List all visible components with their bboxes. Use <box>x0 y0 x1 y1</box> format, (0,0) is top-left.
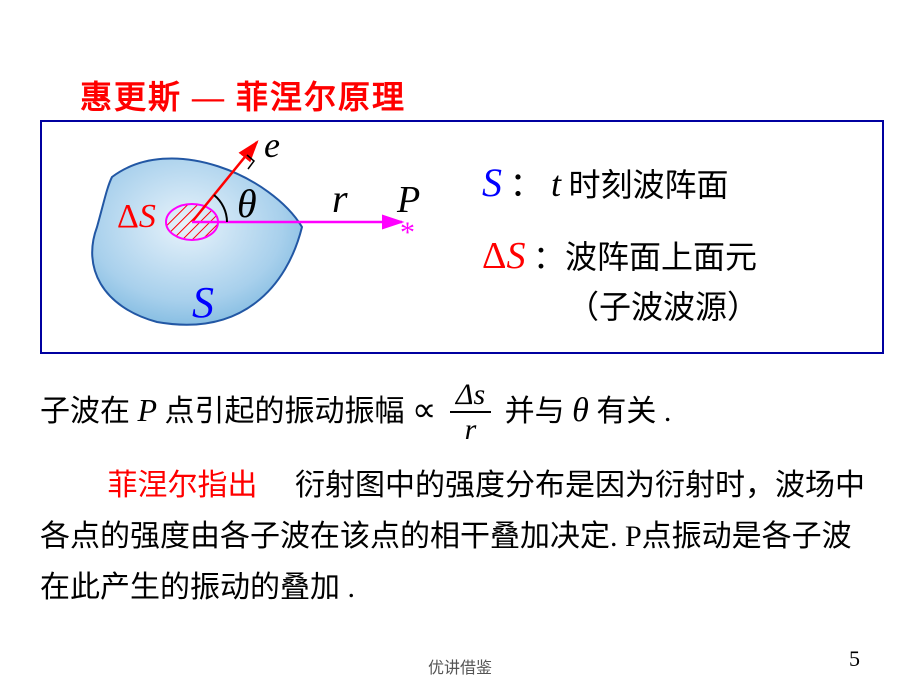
label-r: r <box>332 176 348 221</box>
label-S: S <box>192 278 214 327</box>
footer-credit: 优讲借鉴 <box>428 654 492 678</box>
b1-theta: θ <box>572 392 589 429</box>
label-deltaS: ΔS <box>117 198 156 235</box>
b1-mid2: 并与 <box>505 395 573 428</box>
proportional-sym: ∝ <box>412 392 436 429</box>
b1-P: P <box>138 392 158 428</box>
body-line-1: 子波在 P 点引起的振动振幅 ∝ Δs r 并与 θ 有关 . <box>40 380 880 448</box>
wavefront-svg: e θ r P * ΔS S <box>42 122 462 352</box>
label-P: P <box>396 179 420 221</box>
legend-t-sym: t <box>551 164 561 204</box>
legend-dS: ΔS ：波阵面上面元 <box>482 232 757 278</box>
label-e: e <box>264 125 280 165</box>
normal-tick <box>247 155 254 169</box>
P-star-icon: * <box>400 216 415 249</box>
slide-title: 惠更斯 — 菲涅尔原理 <box>80 72 406 118</box>
b1-pre: 子波在 <box>40 395 138 428</box>
legend-S: S ： t 时刻波阵面 <box>482 157 729 206</box>
b1-tail: 有关 . <box>596 395 671 428</box>
legend-S-colon: ： <box>510 167 544 204</box>
fraction-numerator: Δs <box>450 378 491 413</box>
figure-box: e θ r P * ΔS S S ： t 时刻波阵面 ΔS ：波阵面上面元 （子… <box>40 120 884 354</box>
footer-page-number: 5 <box>849 646 860 672</box>
legend-S-sym: S <box>482 160 502 205</box>
legend: S ： t 时刻波阵面 ΔS ：波阵面上面元 （子波波源） <box>462 122 882 352</box>
diagram: e θ r P * ΔS S <box>42 122 462 352</box>
body-paragraph-2: 菲涅尔指出 衍射图中的强度分布是因为衍射时，波场中各点的强度由各子波在该点的相干… <box>40 460 880 613</box>
b1-mid: 点引起的振动振幅 <box>165 395 413 428</box>
fresnel-label: 菲涅尔指出 <box>108 469 258 502</box>
legend-dS-text: ：波阵面上面元 <box>533 239 757 275</box>
label-theta: θ <box>237 181 257 226</box>
fraction: Δs r <box>450 378 491 446</box>
legend-dS-sub: （子波波源） <box>567 282 759 328</box>
slide: 惠更斯 — 菲涅尔原理 <box>0 0 920 690</box>
legend-S-desc: 时刻波阵面 <box>569 167 729 203</box>
fraction-denominator: r <box>450 413 491 446</box>
legend-dS-sym: ΔS <box>482 235 525 277</box>
